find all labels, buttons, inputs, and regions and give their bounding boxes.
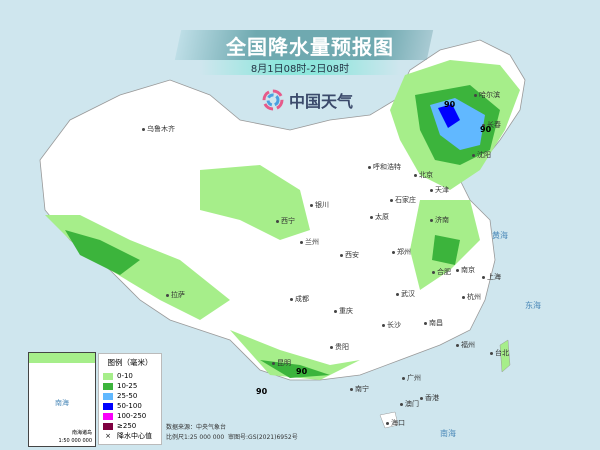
map-title: 全国降水量预报图 (226, 35, 394, 59)
legend-label: ≥250 (117, 422, 137, 430)
legend-label: 降水中心值 (117, 432, 152, 440)
city-label: 太原 (370, 212, 389, 222)
legend-label: 50-100 (117, 402, 142, 410)
logo: 中国天气 (262, 88, 353, 112)
legend-item: 100-250 (103, 411, 157, 421)
precip-center-value: 90 (256, 387, 268, 396)
legend: 图例（毫米） 0-10 10-25 25-50 50-100 100-250 ≥… (98, 353, 162, 445)
city-label: 济南 (430, 215, 449, 225)
city-label: 南昌 (424, 318, 443, 328)
inset-scale: 1:50 000 000 (58, 438, 93, 444)
inset-title: 南海诸岛 (71, 430, 92, 436)
logo-text: 中国天气 (289, 92, 354, 111)
sea-label: 南海 (440, 429, 456, 438)
legend-swatch (103, 412, 113, 420)
city-label: 昆明 (272, 358, 291, 368)
legend-swatch (103, 392, 113, 400)
city-label: 福州 (456, 340, 475, 350)
legend-item: ≥250 (103, 421, 157, 431)
city-label: 天津 (430, 185, 449, 195)
precip-center-value: 90 (444, 100, 456, 109)
sea-label: 黄海 (492, 231, 508, 240)
legend-label: 10-25 (117, 382, 138, 390)
city-label: 重庆 (334, 306, 353, 316)
legend-swatch (103, 402, 113, 410)
rainbow-swirl-logo-icon (262, 89, 284, 111)
legend-item: × 降水中心值 (103, 431, 157, 441)
data-source: 数据来源：中央气象台 (166, 424, 227, 431)
city-label: 石家庄 (390, 195, 416, 205)
city-label: 合肥 (432, 267, 451, 277)
precip-center-value: 90 (480, 125, 492, 134)
rain-50-100-northeast (438, 104, 460, 128)
city-label: 广州 (402, 373, 421, 383)
sea-label: 东海 (525, 301, 541, 310)
city-label: 香港 (420, 393, 439, 403)
legend-label: 100-250 (117, 412, 147, 420)
city-label: 南宁 (350, 384, 369, 394)
city-label: 澳门 (400, 399, 419, 409)
city-label: 沈阳 (472, 150, 491, 160)
legend-title: 图例（毫米） (107, 358, 153, 367)
city-label: 北京 (414, 170, 433, 180)
city-label: 长沙 (382, 320, 401, 330)
forecast-period: 8月1日08时-2日08时 (200, 60, 400, 75)
city-label: 长春 (482, 120, 501, 130)
legend-label: 25-50 (117, 392, 138, 400)
legend-swatch (103, 382, 113, 390)
city-label: 成都 (290, 294, 309, 304)
approval-number: 审图号:GS(2021)6952号 (228, 434, 298, 441)
city-label: 西宁 (276, 216, 295, 226)
city-label: 武汉 (396, 289, 415, 299)
cross-icon: × (105, 432, 111, 440)
city-label: 上海 (482, 272, 501, 282)
city-label: 海口 (386, 418, 405, 428)
city-label: 杭州 (462, 292, 481, 302)
inset-coast (29, 353, 95, 363)
city-label: 台北 (490, 348, 509, 358)
precip-center-value: 90 (296, 367, 308, 376)
city-label: 呼和浩特 (368, 162, 401, 172)
city-label: 乌鲁木齐 (142, 124, 175, 134)
city-label: 兰州 (300, 237, 319, 247)
south-china-sea-inset: 南海 南海诸岛 1:50 000 000 (28, 352, 96, 447)
legend-item: 10-25 (103, 381, 157, 391)
city-label: 南京 (456, 265, 475, 275)
city-label: 哈尔滨 (474, 90, 500, 100)
map-scale: 比例尺1:25 000 000 (166, 434, 225, 441)
rain-0-10-south (230, 330, 360, 380)
city-label: 银川 (310, 200, 329, 210)
legend-label: 0-10 (117, 372, 133, 380)
inset-sea-label: 南海 (55, 399, 69, 407)
city-label: 郑州 (392, 247, 411, 257)
rain-10-25-east (432, 235, 460, 265)
legend-item: 50-100 (103, 401, 157, 411)
legend-swatch (103, 422, 113, 430)
footer: 数据来源：中央气象台 比例尺1:25 000 000 审图号:GS(2021)6… (166, 423, 298, 443)
rain-10-25-west (65, 230, 140, 275)
city-label: 拉萨 (166, 290, 185, 300)
city-label: 贵阳 (330, 342, 349, 352)
legend-swatch (103, 372, 113, 380)
legend-item: 0-10 (103, 371, 157, 381)
legend-item: 25-50 (103, 391, 157, 401)
city-label: 西安 (340, 250, 359, 260)
